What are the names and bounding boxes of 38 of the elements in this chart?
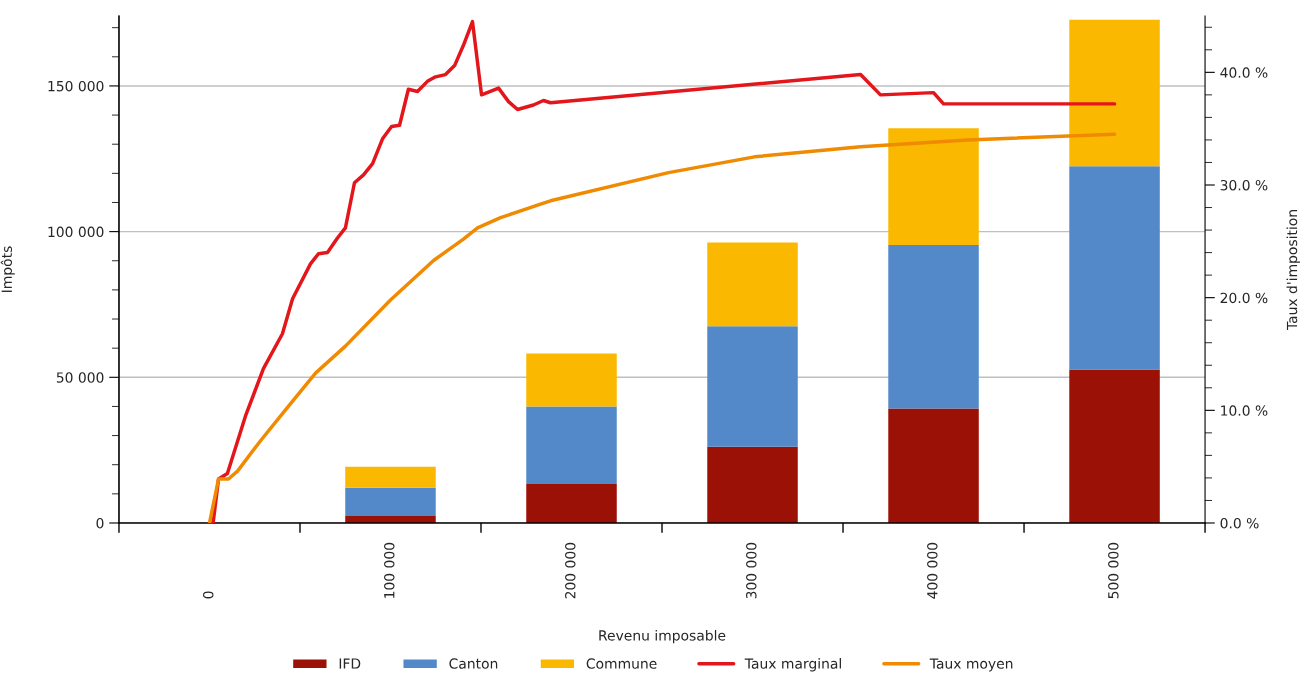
x-tick-label: 500 000 [1108,542,1119,599]
y-axis-title: Impôts [0,246,15,292]
bar [707,242,798,327]
y-tick-label: 0 [96,517,104,529]
y-tick-label: 150 000 [48,80,104,92]
bar [345,487,436,516]
bar [707,446,798,523]
line-series [207,132,1117,523]
legend-label: Taux moyen [929,658,1013,672]
bar [888,408,979,523]
bar [1069,369,1160,523]
bar [888,245,979,409]
legend-label: IFD [339,658,361,669]
bar [1069,166,1160,370]
bar [526,406,617,484]
x-tick-label: 400 000 [927,542,938,599]
bar [888,128,979,246]
bar [526,353,617,407]
y2-tick-label: 10.0 % [1221,405,1268,416]
bar [526,483,617,523]
legend-label: Taux marginal [744,658,841,672]
bar [707,326,798,447]
y-tick-label: 100 000 [48,226,104,238]
x-axis-title: Revenu imposable [599,629,726,644]
y2-tick-label: 40.0 % [1220,67,1268,78]
y2-tick-label: 20.0 % [1220,292,1268,304]
y2-tick-label: 0.0 % [1220,517,1259,529]
x-tick-label: 100 000 [384,542,395,598]
legend-label: Canton [449,658,498,669]
x-tick-label: 300 000 [746,542,757,599]
y2-tick-label: 30.0 % [1220,179,1268,191]
legend-label: Commune [586,658,657,669]
x-tick-label: 0 [203,591,214,599]
y2-axis-title: Taux d'imposition [1286,210,1300,331]
x-tick-label: 200 000 [565,542,576,599]
y-tick-label: 50 000 [56,372,104,383]
bar [1069,19,1160,167]
bar [345,466,436,488]
